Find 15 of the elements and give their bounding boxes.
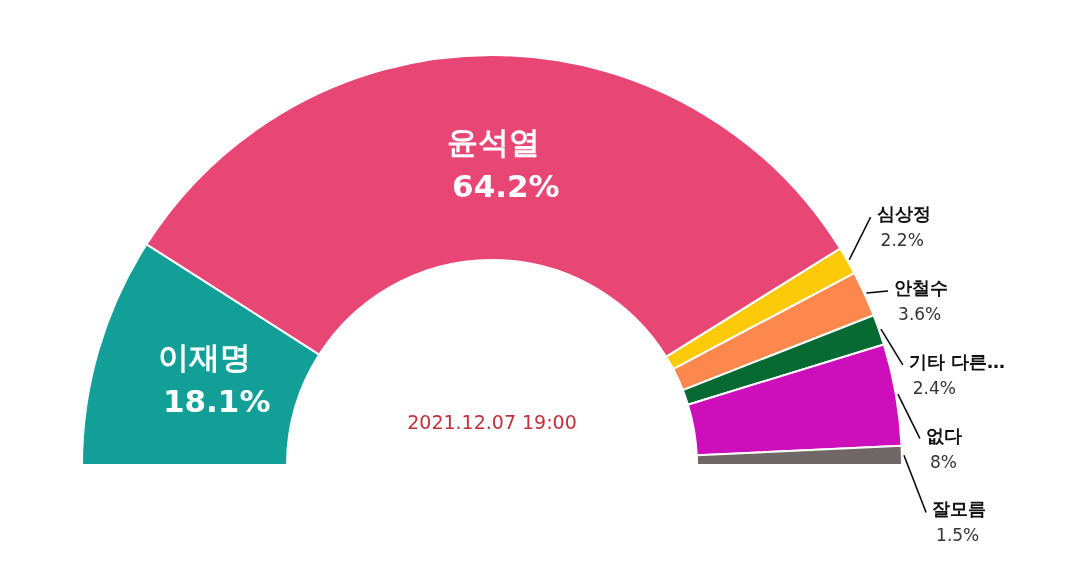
slice-label: 잘모름 bbox=[932, 498, 987, 520]
data-label: 2.2% bbox=[880, 230, 924, 251]
data-label: 64.2% bbox=[452, 167, 560, 204]
data-label: 3.6% bbox=[898, 304, 942, 324]
data-label: 8% bbox=[929, 451, 957, 472]
slice-label: 이재명 bbox=[158, 339, 252, 376]
slice-label: 기타 다른… bbox=[908, 350, 1006, 372]
slice-label: 윤석열 bbox=[447, 123, 541, 160]
slice-label: 심상정 bbox=[876, 203, 931, 225]
slice-label: 없다 bbox=[925, 424, 962, 446]
text: 2021.12.07 19:00 bbox=[407, 411, 577, 433]
data-label: 2.4% bbox=[912, 377, 956, 398]
data-label: 1.5% bbox=[936, 525, 980, 546]
data-label: 18.1% bbox=[162, 383, 271, 420]
slice-label: 안철수 bbox=[894, 277, 949, 298]
